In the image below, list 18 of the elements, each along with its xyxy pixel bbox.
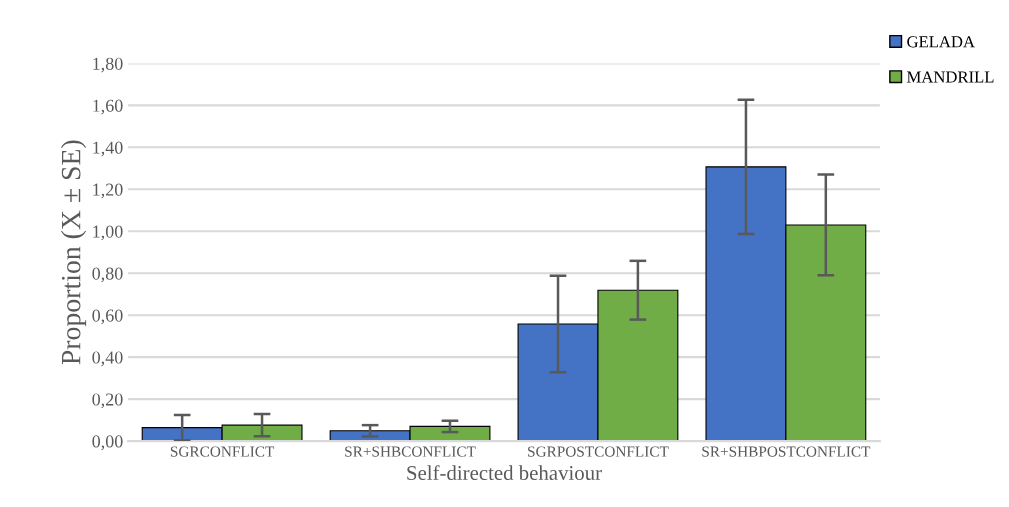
y-tick-label: 0,80 xyxy=(92,267,123,283)
y-axis-title: Proportion (X ± SE) xyxy=(60,140,87,365)
y-tick-label: 1,20 xyxy=(93,183,123,199)
y-tick-label: 1,40 xyxy=(93,141,123,157)
x-tick-label: SR+SHBCONFLICT xyxy=(345,446,476,457)
y-tick-label: 0,40 xyxy=(92,351,123,367)
x-tick-label: SGRCONFLICT xyxy=(170,446,275,457)
x-axis-title: Self-directed behaviour xyxy=(407,465,602,481)
x-tick-label: SR+SHBPOSTCONFLICT xyxy=(702,446,871,457)
y-tick-label: 0,00 xyxy=(92,435,123,451)
x-tick-label: SGRPOSTCONFLICT xyxy=(528,446,669,457)
y-tick-label: 1,60 xyxy=(93,99,123,115)
legend-label: GELADA xyxy=(907,36,975,48)
legend-label: MANDRILL xyxy=(906,71,994,83)
y-tick-label: 0,20 xyxy=(92,393,123,409)
y-tick-label: 1,80 xyxy=(93,57,123,73)
y-tick-label: 0,60 xyxy=(92,309,123,325)
y-tick-label: 1,00 xyxy=(93,225,123,241)
